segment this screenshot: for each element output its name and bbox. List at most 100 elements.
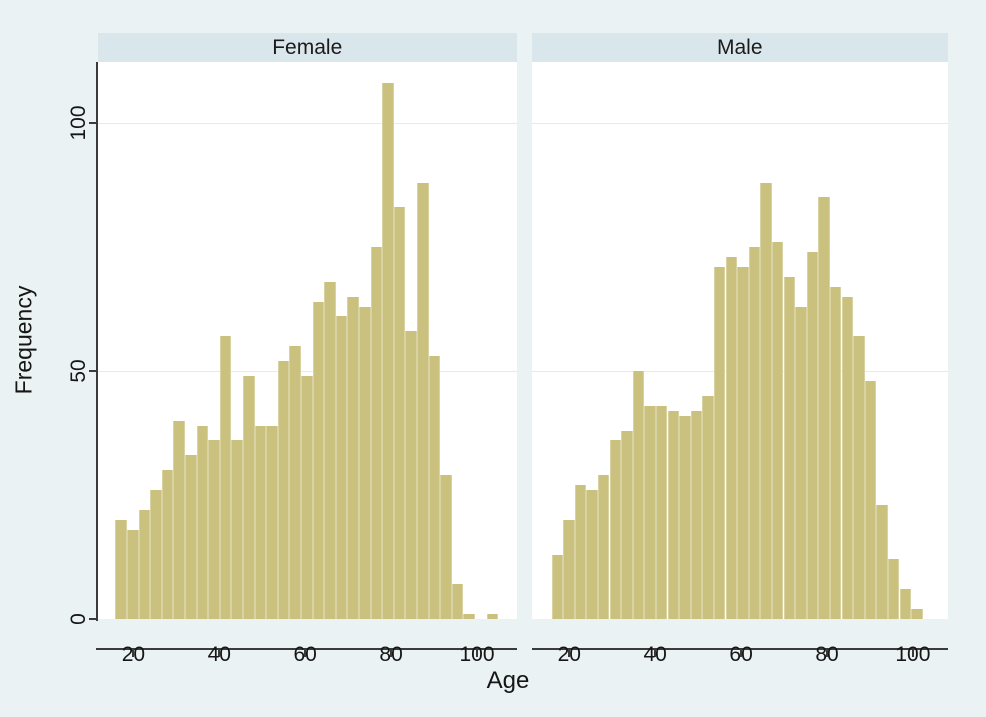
histogram-bar [644,405,656,619]
x-tick-label-100: 100 [895,643,931,666]
histogram-bar [254,425,267,619]
y-tick-mark-100 [89,122,97,124]
histogram-bar [586,490,598,619]
histogram-bar [417,182,429,619]
histogram-bar [359,306,371,619]
histogram-bar [667,410,680,619]
x-axis-line-male [531,648,948,650]
histogram-bar [679,415,691,619]
x-axis-title: Age [486,667,530,694]
histogram-bar [266,425,278,619]
histogram-bar [289,346,301,619]
y-axis-title: Frequency [10,285,37,395]
x-tick-label-40: 40 [643,643,667,666]
histogram-bar [609,440,622,619]
histogram-bar [463,614,475,619]
histogram-bar [138,509,151,619]
histogram-bar [713,266,726,619]
histogram-bar [829,286,842,619]
histogram-bar [655,405,668,619]
histogram-bar [864,380,877,619]
histogram-bar [853,336,865,619]
histogram-bar [574,485,587,619]
x-tick-mark-20 [568,650,571,657]
x-tick-mark-100 [476,650,478,657]
y-tick-mark-50 [89,370,97,372]
x-tick-label-80: 80 [379,643,403,666]
panel-title-male: Male [716,35,763,59]
histogram-bar [382,83,394,619]
histogram-bar [324,281,336,619]
gridline-100 [97,123,517,124]
panel-female: Female [97,33,517,653]
histogram-bar [806,251,819,619]
panel-title-band-male: Male [531,33,948,62]
histogram-bar [702,395,714,619]
histogram-bar [911,609,923,619]
y-tick-label-100: 100 [67,105,90,141]
histogram-bar [196,425,209,619]
panel-male: Male [531,33,948,653]
histogram-bar [127,529,139,619]
histogram-bar [597,475,610,619]
histogram-bar [312,301,325,619]
histogram-bar [632,371,645,619]
histogram-bar [760,182,772,619]
histogram-bar [737,266,749,619]
y-tick-label-50: 50 [67,359,90,383]
histogram-bar [208,440,220,619]
histogram-bar [771,242,784,619]
x-tick-label-60: 60 [729,643,753,666]
histogram-bar [486,614,499,619]
histogram-bar [231,440,243,619]
x-tick-mark-40 [654,650,657,657]
histogram-bar [451,584,464,619]
x-tick-label-60: 60 [293,643,317,666]
histogram-bar [551,554,564,619]
x-tick-mark-60 [740,650,743,657]
x-tick-label-20: 20 [557,643,581,666]
histogram-bar [621,430,633,619]
histogram-bar [563,519,575,619]
histogram-bar [899,589,912,619]
histogram-bar [150,490,162,619]
y-tick-mark-0 [89,618,97,620]
histogram-bar [887,559,900,619]
x-tick-mark-80 [390,650,393,657]
histogram-bar [115,519,127,619]
histogram-bar [335,316,348,619]
histogram-bar [185,455,197,619]
gridline-100 [531,123,948,124]
histogram-bar [277,361,290,619]
y-tick-label-0: 0 [67,613,90,625]
histogram-bar [748,247,761,619]
x-tick-mark-80 [826,650,828,657]
x-tick-label-80: 80 [815,643,839,666]
histogram-bar [243,375,255,619]
histogram-bar [440,475,452,619]
x-tick-mark-60 [304,650,307,657]
histogram-bar [795,306,807,619]
plot-area-female [97,62,517,619]
histogram-bar [161,470,174,619]
histogram-bar [876,504,888,619]
histogram-bar [347,296,359,619]
histogram-bar [428,356,441,619]
x-axis-line-female [95,648,517,650]
histogram-bar [725,256,738,619]
histogram-bar [219,336,232,619]
x-tick-label-100: 100 [459,643,495,666]
histogram-bar [370,247,383,619]
x-tick-label-20: 20 [121,643,146,666]
histogram-bar [173,420,185,619]
histogram-bar [783,276,796,619]
panel-title-female: Female [272,35,343,59]
histogram-bar [818,197,830,619]
gridline-50 [97,371,517,372]
histogram-bar [301,375,313,619]
x-tick-mark-40 [218,650,221,657]
x-tick-mark-20 [132,650,135,657]
x-tick-mark-100 [911,650,914,657]
histogram-bar [690,410,703,619]
